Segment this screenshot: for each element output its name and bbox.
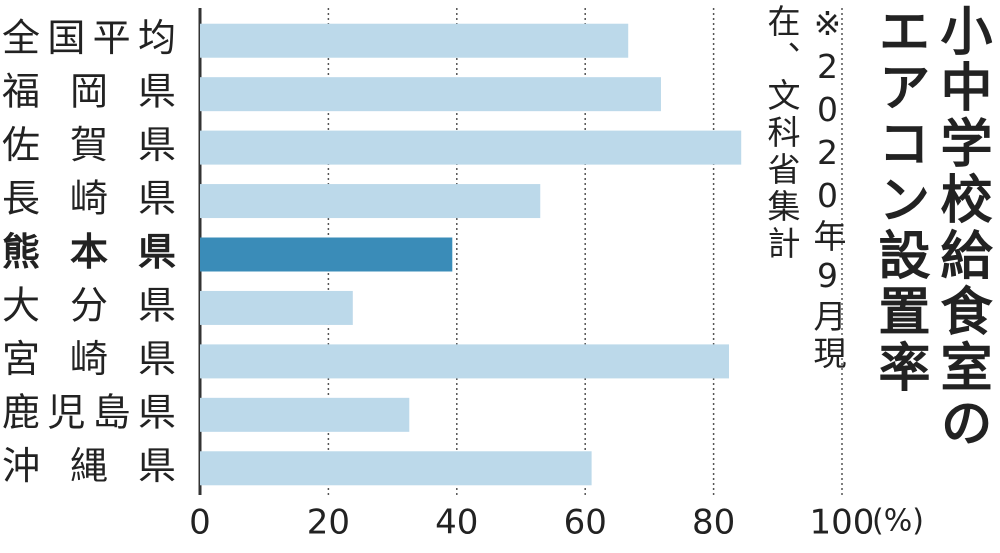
note: ※2020年9月現在、文科省集計 <box>762 4 847 373</box>
y-tick-label: 長崎県 <box>2 177 176 221</box>
y-tick-label: 全国平均 <box>2 16 176 60</box>
y-tick-label: 沖縄県 <box>2 444 176 488</box>
y-tick-label: 宮崎県 <box>2 337 176 381</box>
x-tick-label: 40 <box>435 503 478 543</box>
y-tick-label: 佐賀県 <box>2 123 176 167</box>
bar <box>200 451 592 486</box>
y-tick-label: 鹿児島県 <box>2 390 176 434</box>
chart-title: 小中学校給食室のエアコン設置率 <box>869 4 991 452</box>
x-tick-label: 20 <box>307 503 350 543</box>
y-tick-label: 大分県 <box>2 283 176 327</box>
bar <box>200 77 661 112</box>
x-tick-label: 60 <box>564 503 607 543</box>
x-tick-label: 100 <box>810 503 875 543</box>
x-tick-label: 0 <box>189 503 211 543</box>
y-tick-label: 福岡県 <box>2 70 176 114</box>
bar <box>200 290 353 325</box>
x-unit: (%) <box>872 504 924 539</box>
bar <box>200 184 541 219</box>
bar <box>200 344 730 379</box>
bar <box>200 23 629 58</box>
y-tick-label: 熊本県 <box>2 230 176 274</box>
bar <box>200 237 453 272</box>
x-tick-label: 80 <box>692 503 735 543</box>
bar <box>200 397 410 432</box>
bar <box>200 130 742 165</box>
